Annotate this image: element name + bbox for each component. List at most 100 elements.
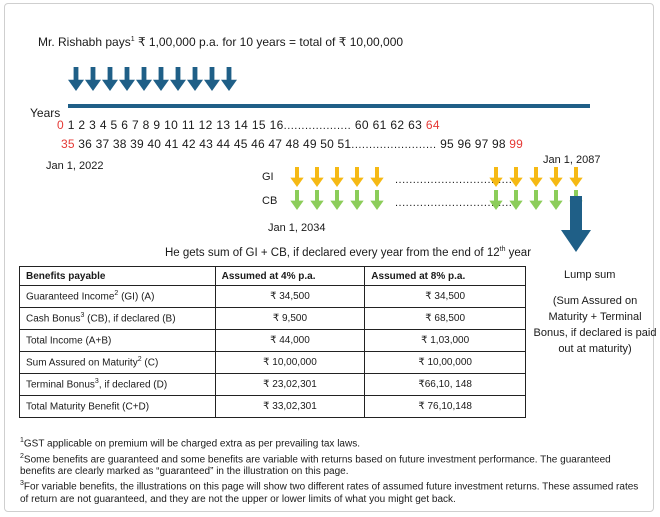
gi-arrows-late: [487, 167, 585, 187]
value-8pct: ₹ 34,500: [364, 285, 526, 308]
timeline-line: [68, 104, 590, 108]
footnote-ref: 1: [130, 36, 135, 43]
years-label: Years: [30, 106, 61, 120]
age-row: 35 36 37 38 39 40 41 42 43 44 45 46 47 4…: [61, 137, 523, 151]
footnote: 2Some benefits are guaranteed and some b…: [20, 452, 611, 478]
headline-text: Mr. Rishabh pays: [38, 35, 131, 49]
premium-arrows: [68, 62, 237, 96]
cb-arrow-icon: [330, 190, 344, 210]
cb-ellipsis: ..................................: [395, 197, 516, 209]
benefit-label: Terminal Bonus3, if declared (D): [19, 373, 216, 396]
table-body: Guaranteed Income2 (GI) (A) ₹ 34,500 ₹ 34,…: [19, 285, 526, 418]
table-row: Cash Bonus3 (CB), if declared (B) ₹ 9,500…: [19, 307, 526, 330]
cb-arrow-icon: [290, 190, 304, 210]
premium-arrow-icon: [187, 67, 203, 91]
age-sequence: 36 37 38 39 40 41 42 43 44 45 46 47 48 4…: [74, 137, 352, 151]
cb-arrow-icon: [509, 190, 523, 210]
premium-arrow-icon: [119, 67, 135, 91]
footnote: 1GST applicable on premium will be charg…: [20, 437, 360, 450]
year-ellipsis: ...................: [283, 120, 352, 132]
lump-sum-detail: (Sum Assured on Maturity + Terminal Bonu…: [533, 295, 657, 355]
table-row: Total Income (A+B) ₹ 44,000 ₹ 1,03,000: [19, 329, 526, 352]
value-4pct: ₹ 9,500: [214, 307, 366, 330]
column-header: Assumed at 4% p.a.: [214, 266, 366, 286]
benefit-label: Total Income (A+B): [19, 329, 216, 352]
illustration-frame: [4, 3, 654, 512]
premium-arrow-icon: [221, 67, 237, 91]
payout-start-date: Jan 1, 2034: [268, 222, 326, 234]
value-4pct: ₹ 10,00,000: [214, 351, 366, 374]
benefit-label: Guaranteed Income2 (GI) (A): [19, 285, 216, 308]
year-tail: 60 61 62 63: [351, 118, 426, 132]
premium-arrow-icon: [204, 67, 220, 91]
cb-arrow-icon: [529, 190, 543, 210]
gi-arrow-icon: [549, 167, 563, 187]
table-row: Terminal Bonus3, if declared (D) ₹ 23,02,…: [19, 373, 526, 396]
gi-arrow-icon: [370, 167, 384, 187]
benefit-label: Cash Bonus3 (CB), if declared (B): [19, 307, 216, 330]
value-8pct: ₹ 76,10,148: [364, 395, 526, 418]
column-header: Benefits payable: [19, 266, 216, 286]
premium-headline: Mr. Rishabh pays1 ₹ 1,00,000 p.a. for 10…: [38, 35, 403, 49]
footnotes: 1GST applicable on premium will be charg…: [20, 435, 645, 506]
premium-arrow-icon: [136, 67, 152, 91]
premium-arrow-icon: [170, 67, 186, 91]
cb-arrow-icon: [370, 190, 384, 210]
value-8pct: ₹66,10, 148: [364, 373, 526, 396]
end-date: Jan 1, 2087: [543, 154, 601, 166]
age-ellipsis: ........................: [351, 139, 437, 151]
cb-arrow-icon: [489, 190, 503, 210]
gi-arrow-icon: [569, 167, 583, 187]
ordinal-suffix: th: [499, 246, 506, 253]
maturity-arrow-icon: [561, 196, 591, 252]
gi-arrow-icon: [310, 167, 324, 187]
premium-arrow-icon: [153, 67, 169, 91]
table-row: Guaranteed Income2 (GI) (A) ₹ 34,500 ₹ 34,…: [19, 285, 526, 308]
year-start: 0: [57, 118, 65, 132]
value-4pct: ₹ 33,02,301: [214, 395, 366, 418]
cb-arrow-icon: [350, 190, 364, 210]
start-date: Jan 1, 2022: [46, 160, 104, 172]
gi-arrow-icon: [529, 167, 543, 187]
table-row: Total Maturity Benefit (C+D) ₹ 33,02,301 ₹…: [19, 395, 526, 418]
age-tail: 95 96 97 98: [436, 137, 510, 151]
gi-arrow-icon: [290, 167, 304, 187]
footnote: 3For variable benefits, the illustration…: [20, 480, 639, 505]
payout-summary-end: year: [505, 246, 532, 259]
value-8pct: ₹ 1,03,000: [364, 329, 526, 352]
value-8pct: ₹ 10,00,000: [364, 351, 526, 374]
premium-arrow-icon: [102, 67, 118, 91]
value-4pct: ₹ 44,000: [214, 329, 366, 352]
benefit-label: Sum Assured on Maturity2 (C): [19, 351, 216, 374]
payout-summary-text: He gets sum of GI + CB, if declared ever…: [165, 246, 500, 259]
headline-amount: ₹ 1,00,000 p.a. for 10 years = total of …: [134, 35, 404, 49]
cb-arrow-icon: [310, 190, 324, 210]
gi-ellipsis: ..................................: [395, 174, 516, 186]
lump-sum-title: Lump sum: [564, 269, 616, 281]
age-end: 99: [509, 137, 524, 151]
cb-label: CB: [262, 195, 278, 207]
premium-arrow-icon: [68, 67, 84, 91]
year-end: 64: [425, 118, 440, 132]
table-row: Sum Assured on Maturity2 (C) ₹ 10,00,000 ₹…: [19, 351, 526, 374]
gi-label: GI: [262, 171, 274, 183]
value-8pct: ₹ 68,500: [364, 307, 526, 330]
gi-arrow-icon: [489, 167, 503, 187]
year-sequence: 1 2 3 4 5 6 7 8 9 10 11 12 13 14 15 16: [64, 118, 284, 132]
table-header-row: Benefits payable Assumed at 4% p.a. Assu…: [19, 266, 526, 286]
age-start: 35: [61, 137, 75, 151]
gi-arrows-early: [288, 167, 386, 187]
policy-year-row: 0 1 2 3 4 5 6 7 8 9 10 11 12 13 14 15 16…: [57, 118, 440, 132]
gi-arrow-icon: [350, 167, 364, 187]
value-4pct: ₹ 23,02,301: [214, 373, 366, 396]
benefits-table: Benefits payable Assumed at 4% p.a. Assu…: [19, 266, 526, 418]
gi-arrow-icon: [509, 167, 523, 187]
column-header: Assumed at 8% p.a.: [364, 266, 526, 286]
value-4pct: ₹ 34,500: [214, 285, 366, 308]
cb-arrows-early: [288, 190, 386, 210]
payout-summary: He gets sum of GI + CB, if declared ever…: [165, 246, 531, 259]
benefit-label: Total Maturity Benefit (C+D): [19, 395, 216, 418]
premium-arrow-icon: [85, 67, 101, 91]
gi-arrow-icon: [330, 167, 344, 187]
cb-arrow-icon: [549, 190, 563, 210]
